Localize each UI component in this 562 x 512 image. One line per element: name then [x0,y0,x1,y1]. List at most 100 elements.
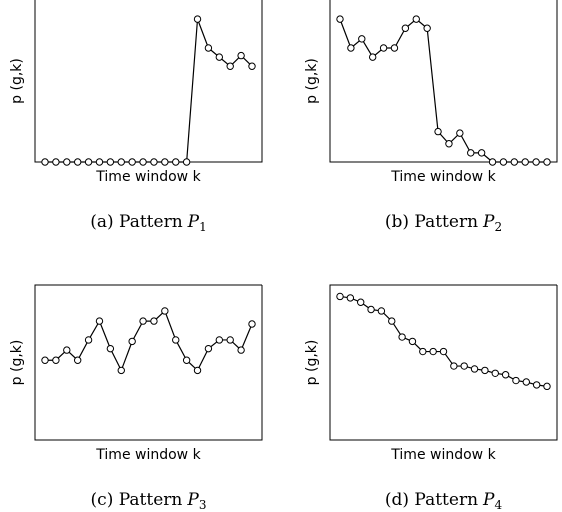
data-point [226,336,234,344]
data-point [237,51,245,60]
data-point [226,62,234,70]
caption-symbol: P [186,490,199,510]
data-point [423,24,431,32]
caption-subscript: 2 [494,220,502,234]
caption: (c) Pattern P3 [91,490,207,512]
data-point [477,149,486,157]
data-point [419,347,427,356]
data-point [522,378,530,386]
data-point [248,320,256,328]
data-point [368,53,377,61]
data-point [377,307,386,315]
data-point [128,158,136,166]
plot-frame [34,284,263,441]
data-point [367,305,375,314]
data-point [460,362,468,370]
data-point [501,371,510,379]
data-point [357,298,365,306]
plot-frame [34,0,263,163]
series-line [339,18,547,163]
caption-text: (b) Pattern [385,212,478,232]
data-point [128,337,136,346]
data-point [215,53,224,61]
data-point [445,140,453,148]
data-point [63,158,71,166]
data-point [73,356,82,364]
data-point [172,158,180,166]
data-point [336,15,344,23]
data-point [439,347,448,356]
data-point [52,356,60,364]
data-point [512,376,520,385]
data-point [95,158,104,166]
caption-symbol: P [482,212,495,232]
y-axis-label: p (g,k) [9,340,25,386]
data-point [434,127,442,136]
data-point [237,346,245,354]
data-point [401,24,410,32]
data-point [408,337,417,346]
data-point [499,158,508,166]
series-line [45,18,253,163]
x-axis-label: Time window k [95,447,201,463]
data-point [41,158,49,166]
data-point [117,366,125,375]
data-point [41,356,49,364]
data-point [215,336,224,344]
x-axis-label: Time window k [390,447,496,463]
data-point [467,149,475,157]
data-point [150,158,158,166]
data-point [193,15,202,23]
y-axis-label: p (g,k) [304,340,320,386]
caption-subscript: 4 [494,498,502,512]
data-point [161,307,169,315]
caption-symbol: P [187,212,200,232]
data-point [106,158,115,166]
caption-text: (c) Pattern [91,490,183,510]
y-axis-label: p (g,k) [304,58,320,104]
data-point [139,158,147,166]
caption-text: (a) Pattern [90,212,182,232]
caption: (b) Pattern P2 [385,212,502,234]
data-point [139,317,147,325]
data-point [150,317,158,325]
data-point [379,44,388,52]
x-axis-label: Time window k [95,169,201,185]
data-point [450,362,458,370]
data-point [532,381,541,389]
data-point [388,317,396,325]
data-point [532,158,540,166]
caption-symbol: P [482,490,495,510]
data-point [117,158,125,166]
data-point [398,333,406,341]
data-point [429,347,437,356]
data-point [193,366,202,375]
data-point [543,382,551,391]
data-point [182,158,191,166]
data-point [52,158,60,166]
caption-subscript: 1 [199,220,207,234]
data-point [172,336,180,344]
data-point [347,44,355,52]
data-point [73,158,82,166]
data-point [182,356,191,364]
x-axis-label: Time window k [390,169,496,185]
data-point [456,129,464,137]
y-axis-label: p (g,k) [9,58,25,104]
plot-frame [329,0,558,163]
caption-subscript: 3 [199,498,207,512]
data-point [390,44,399,52]
plot-frame [329,284,558,441]
caption: (a) Pattern P1 [90,212,207,234]
data-point [84,158,93,166]
data-point [95,317,104,325]
data-point [412,15,420,23]
caption: (d) Pattern P4 [385,490,503,512]
data-point [204,344,213,353]
data-point [161,158,169,166]
data-point [204,44,213,52]
data-point [346,294,355,302]
data-point [470,365,479,373]
data-point [84,336,93,344]
